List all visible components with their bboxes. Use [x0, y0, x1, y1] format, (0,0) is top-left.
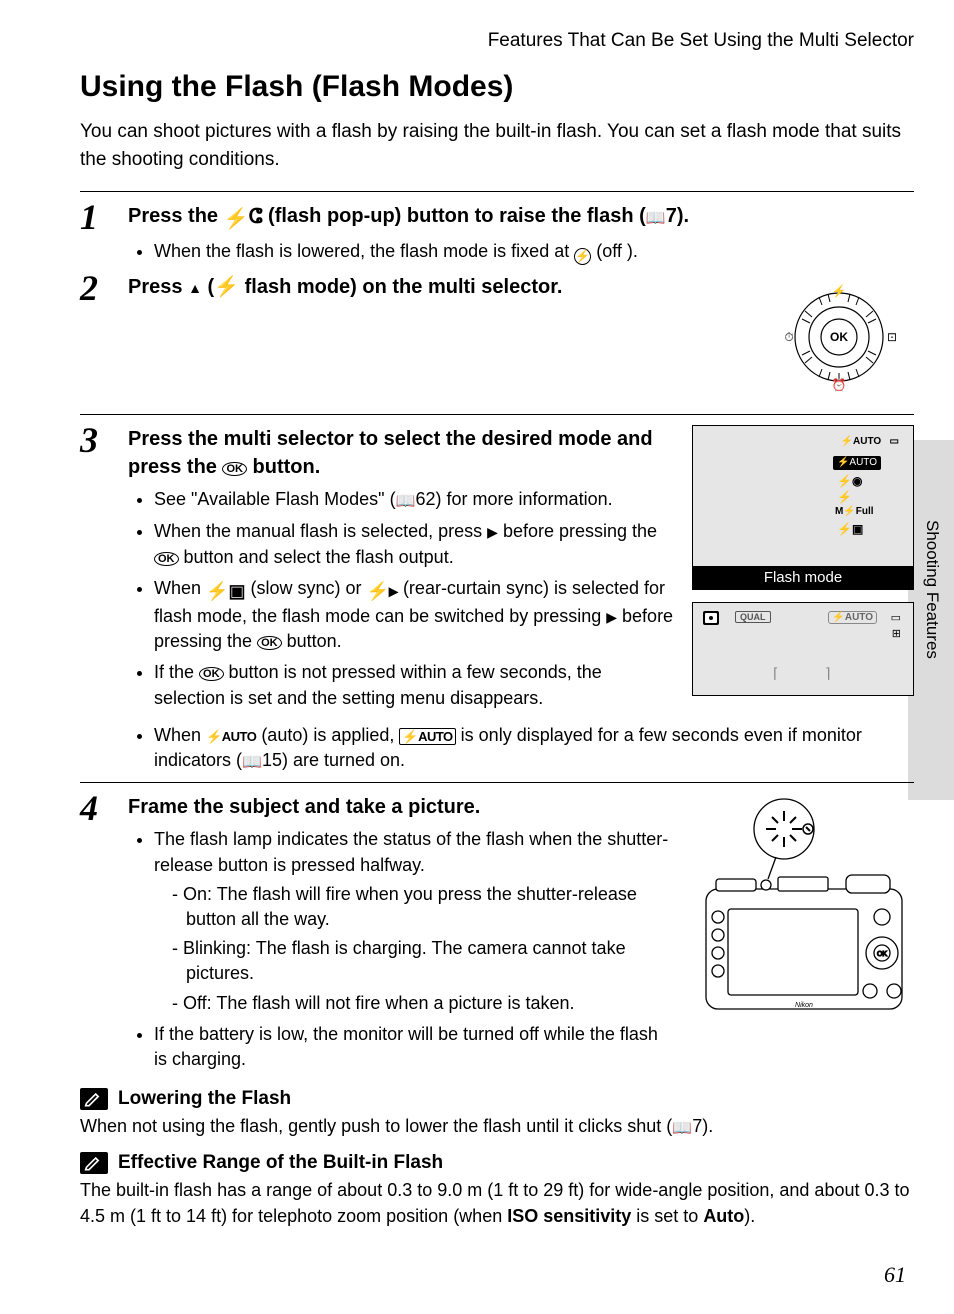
step-number: 2: [80, 267, 98, 309]
lcd-illustrations: ⚡AUTO ▭ ⚡AUTO ⚡◉ ⚡ M⚡Full ⚡▣ Flash mode …: [692, 425, 914, 696]
step-number: 1: [80, 196, 98, 238]
ok-icon: OK: [154, 552, 179, 566]
running-header: Features That Can Be Set Using the Multi…: [80, 30, 914, 52]
step-3: 3 Press the multi selector to select the…: [80, 425, 914, 774]
svg-text:Nikon: Nikon: [795, 1002, 813, 1009]
page-number: 61: [884, 1262, 906, 1288]
step-4-title: Frame the subject and take a picture.: [128, 793, 672, 821]
right-triangle-icon: ▶: [487, 524, 498, 540]
step-1-title: Press the ⚡ⵛ (flash pop-up) button to ra…: [128, 202, 914, 233]
ok-icon: OK: [257, 636, 282, 650]
lcd-flash-mode-panel: ⚡AUTO ▭ ⚡AUTO ⚡◉ ⚡ M⚡Full ⚡▣ Flash mode: [692, 425, 914, 590]
page-title: Using the Flash (Flash Modes): [80, 70, 914, 104]
slow-sync-icon: ⚡▣: [206, 579, 245, 604]
note-title: Effective Range of the Built-in Flash: [118, 1152, 443, 1174]
svg-text:⏰: ⏰: [832, 377, 847, 392]
step-4-dash-2: Blinking: The flash is charging. The cam…: [172, 936, 672, 986]
flash-icon: ⚡: [224, 205, 249, 233]
multi-selector-illustration: OK ⚡ ⏰ ⏱ ⊡: [764, 273, 914, 406]
step-3-bullet-2: When the manual flash is selected, press…: [154, 519, 676, 569]
step-3-bullet-4: If the OK button is not pressed within a…: [154, 660, 676, 710]
camera-illustration: OK Nikon: [688, 793, 914, 1023]
note-body: The built-in flash has a range of about …: [80, 1178, 914, 1228]
divider: [80, 414, 914, 415]
svg-text:⊡: ⊡: [887, 330, 897, 344]
step-1: 1 Press the ⚡ⵛ (flash pop-up) button to …: [80, 202, 914, 265]
step-number: 4: [80, 787, 98, 829]
flash-icon: ⚡: [214, 276, 239, 298]
pencil-note-icon: [80, 1152, 108, 1174]
step-2-title: Press ▲ (⚡ flash mode) on the multi sele…: [128, 273, 748, 301]
svg-text:⚡: ⚡: [832, 284, 847, 298]
note-flash-range: Effective Range of the Built-in Flash: [80, 1152, 914, 1174]
step-2: 2 Press ▲ (⚡ flash mode) on the multi se…: [80, 273, 914, 406]
book-icon: 📖: [646, 210, 666, 227]
flash-auto-boxed-icon: ⚡AUTO: [399, 728, 455, 745]
book-icon: 📖: [396, 493, 416, 510]
flash-auto-icon: ⚡AUTO: [206, 729, 256, 744]
step-4: 4 Frame the subject and take a picture. …: [80, 793, 914, 1078]
svg-text:OK: OK: [877, 951, 887, 958]
ok-icon: OK: [199, 667, 224, 681]
step-4-dash-3: Off: The flash will not fire when a pict…: [172, 991, 672, 1016]
lcd-caption: Flash mode: [693, 566, 913, 589]
divider: [80, 782, 914, 783]
step-4-bullet-2: If the battery is low, the monitor will …: [154, 1022, 672, 1072]
intro-paragraph: You can shoot pictures with a flash by r…: [80, 118, 914, 173]
step-number: 3: [80, 419, 98, 461]
divider: [80, 191, 914, 192]
flash-off-icon: ⚡: [574, 248, 591, 265]
up-triangle-icon: ▲: [188, 280, 202, 296]
rear-curtain-icon: ⚡▸: [366, 579, 397, 604]
right-triangle-icon: ▶: [606, 609, 617, 625]
note-lowering-flash: Lowering the Flash: [80, 1088, 914, 1110]
note-body: When not using the flash, gently push to…: [80, 1114, 914, 1140]
pencil-note-icon: [80, 1088, 108, 1110]
svg-text:OK: OK: [830, 330, 848, 344]
ok-icon: OK: [222, 462, 247, 476]
step-4-dash-1: On: The flash will fire when you press t…: [172, 882, 672, 932]
flashpopup-c-icon: ⵛ: [249, 203, 263, 231]
step-1-bullet-1: When the flash is lowered, the flash mod…: [154, 239, 914, 265]
lcd-live-view-panel: QUAL ⚡AUTO ▭ ⊞ ⌈ ⌉: [692, 602, 914, 696]
step-3-bullet-3: When ⚡▣ (slow sync) or ⚡▸ (rear-curtain …: [154, 576, 676, 655]
lcd-selected-item: ⚡AUTO: [833, 456, 881, 470]
note-title: Lowering the Flash: [118, 1088, 291, 1110]
step-3-bullet-1: See "Available Flash Modes" (📖62) for mo…: [154, 487, 676, 513]
step-3-title: Press the multi selector to select the d…: [128, 425, 676, 481]
step-3-bullet-5: When ⚡AUTO (auto) is applied, ⚡AUTO is o…: [154, 723, 914, 775]
step-4-bullet-1: The flash lamp indicates the status of t…: [154, 827, 672, 1015]
book-icon: 📖: [242, 754, 262, 771]
book-icon: 📖: [672, 1120, 692, 1137]
svg-text:⏱: ⏱: [784, 330, 793, 344]
